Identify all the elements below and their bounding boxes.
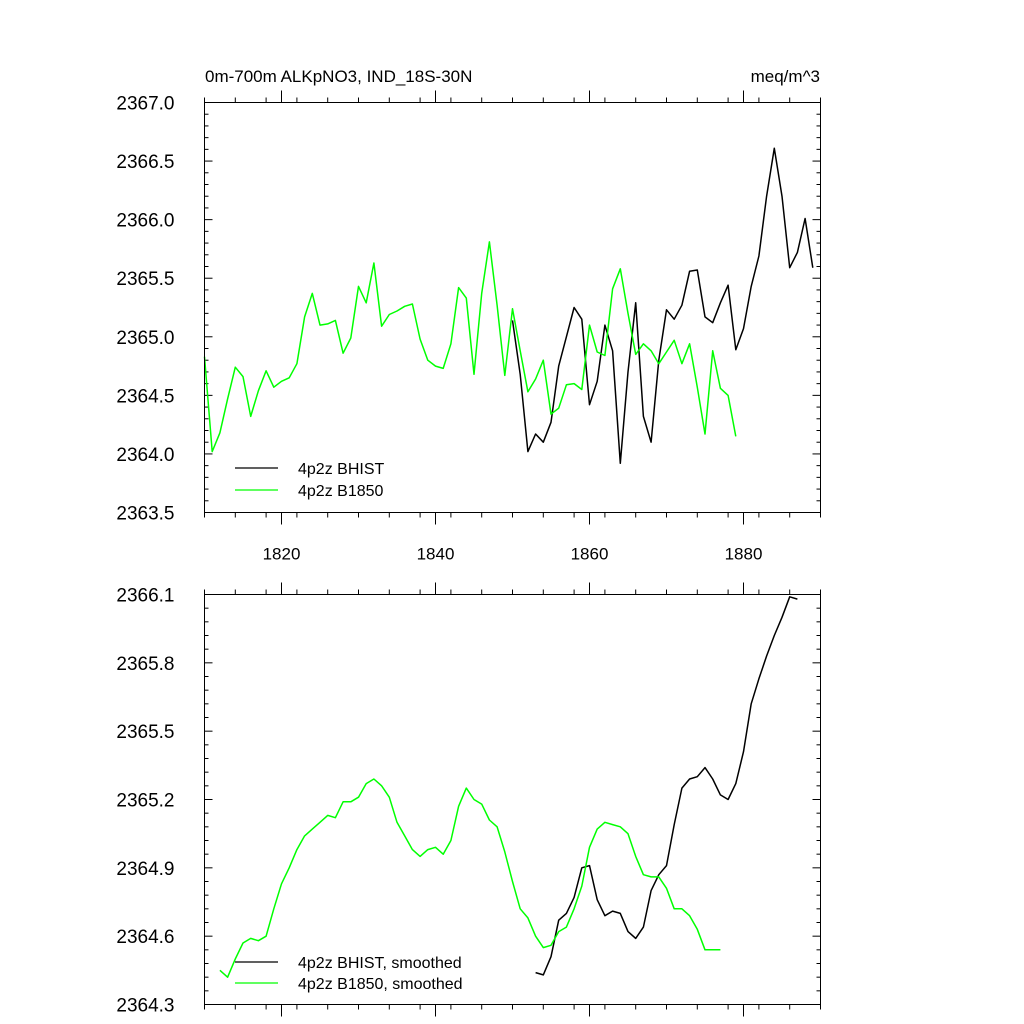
top-title-right: meq/m^3 bbox=[751, 67, 820, 86]
top-panel: 0m-700m ALKpNO3, IND_18S-30N meq/m^3 236… bbox=[116, 67, 821, 564]
top-plot-frame bbox=[204, 102, 821, 513]
top-x-tick-label: 1820 bbox=[263, 545, 301, 564]
top-y-tick-label: 2366.5 bbox=[116, 152, 174, 173]
bottom-y-tick-label: 2364.3 bbox=[116, 996, 174, 1017]
bottom-series-line-b1850 bbox=[219, 778, 721, 978]
top-legend-label-bhist: 4p2z BHIST bbox=[298, 461, 384, 478]
top-x-tick-label: 1880 bbox=[725, 545, 763, 564]
top-legend-label-b1850: 4p2z B1850 bbox=[298, 483, 384, 500]
top-legend: 4p2z BHIST 4p2z B1850 bbox=[235, 461, 384, 500]
bottom-legend: 4p2z BHIST, smoothed 4p2z B1850, smoothe… bbox=[235, 955, 463, 993]
top-y-tick-label: 2364.5 bbox=[116, 386, 174, 407]
bottom-y-tick-label: 2365.2 bbox=[116, 791, 174, 812]
top-y-tick-label: 2365.0 bbox=[116, 328, 174, 349]
bottom-y-tick-label: 2365.8 bbox=[116, 654, 174, 675]
bottom-y-tick-label: 2366.1 bbox=[116, 586, 174, 607]
top-y-tick-label: 2365.5 bbox=[116, 269, 174, 290]
bottom-y-tick-label: 2364.9 bbox=[116, 859, 174, 880]
bottom-plot-frame bbox=[204, 594, 821, 1005]
bottom-legend-label-bhist: 4p2z BHIST, smoothed bbox=[298, 955, 462, 972]
top-title-left: 0m-700m ALKpNO3, IND_18S-30N bbox=[205, 67, 472, 86]
bottom-y-tick-label: 2364.6 bbox=[116, 927, 174, 948]
bottom-series-line-bhist bbox=[535, 596, 798, 976]
top-x-tick-label: 1860 bbox=[571, 545, 609, 564]
top-series-line-bhist bbox=[511, 147, 814, 465]
bottom-panel: 2364.3 2364.6 2364.9 2365.2 2365.5 2365.8 2366… bbox=[116, 582, 821, 1017]
top-y-tick-label: 2364.0 bbox=[116, 445, 174, 466]
top-y-tick-label: 2363.5 bbox=[116, 504, 174, 525]
bottom-legend-label-b1850: 4p2z B1850, smoothed bbox=[298, 976, 463, 993]
top-x-tick-label: 1840 bbox=[417, 545, 455, 564]
bottom-y-tick-label: 2365.5 bbox=[116, 722, 174, 743]
top-y-tick-label: 2367.0 bbox=[116, 94, 174, 115]
top-series-line-b1850 bbox=[203, 241, 737, 453]
top-y-tick-label: 2366.0 bbox=[116, 211, 174, 232]
